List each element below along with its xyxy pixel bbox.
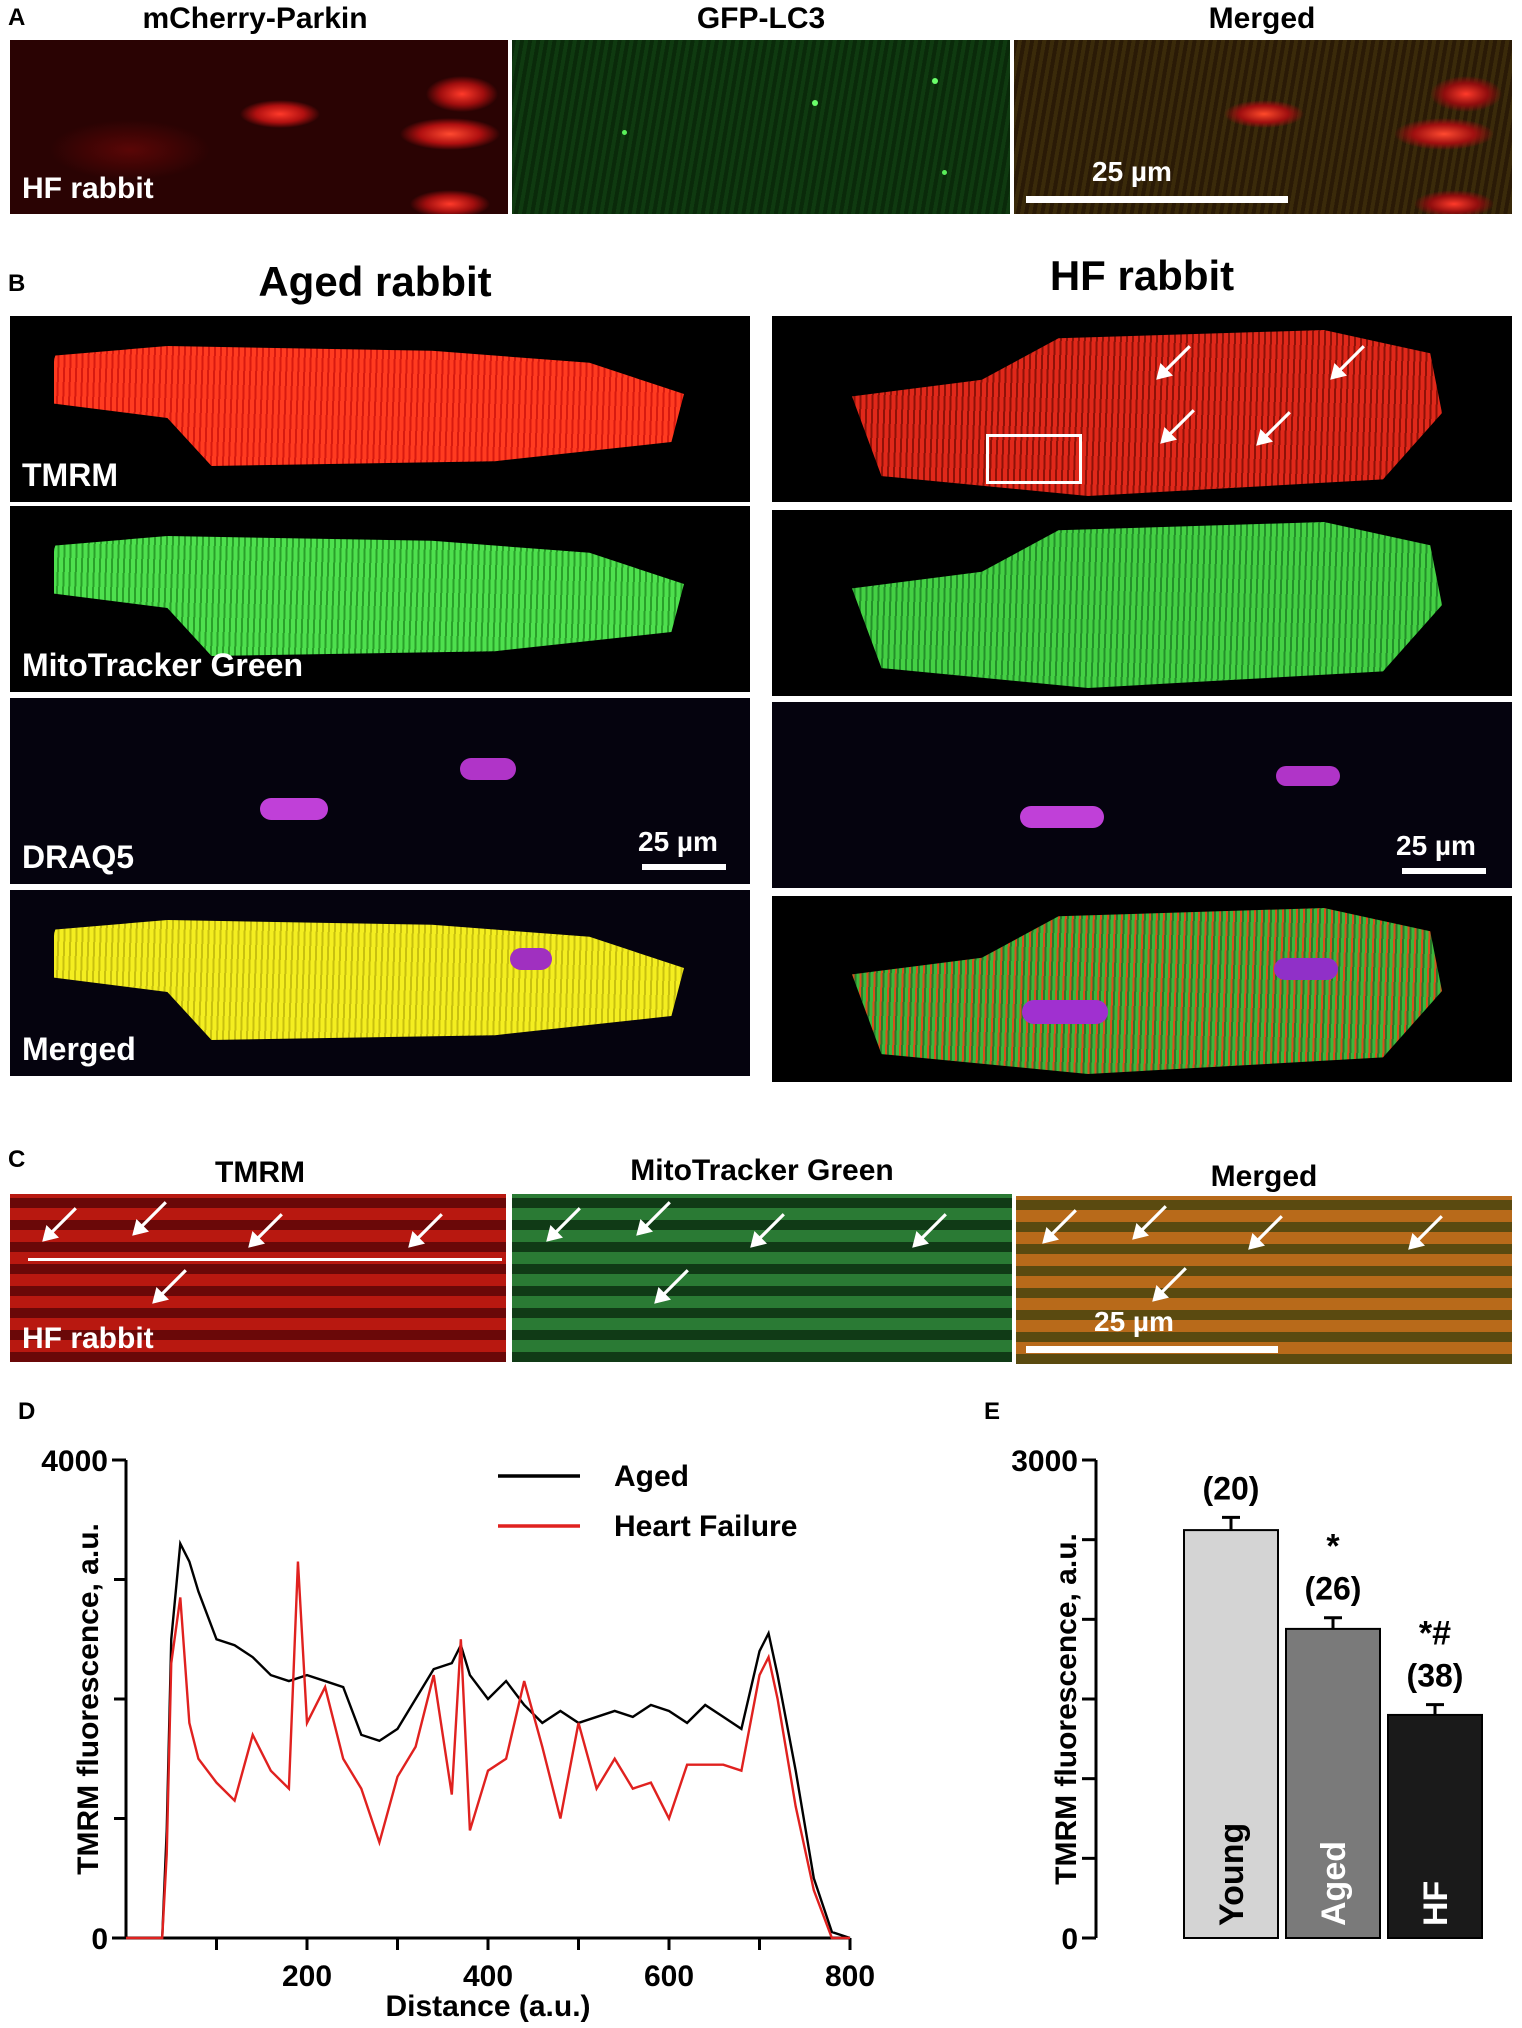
panel-a-title-merged: Merged xyxy=(1208,2,1316,35)
arrow-icon xyxy=(912,1213,947,1248)
aged-draq5-image: DRAQ5 25 µm xyxy=(10,698,750,884)
panel-c-merged-image: 25 µm xyxy=(1016,1196,1512,1364)
category-label: Aged xyxy=(1315,1841,1353,1926)
arrow-icon xyxy=(248,1213,283,1248)
panel-d-letter: D xyxy=(18,1398,36,1425)
aged-tmrm-image: TMRM xyxy=(10,316,750,502)
hf-tmrm-image xyxy=(772,316,1512,502)
panel-a-scale-bar xyxy=(1026,196,1288,203)
arrow-icon xyxy=(408,1213,443,1248)
n-label: (26) xyxy=(1305,1571,1362,1607)
x-tick-label: 400 xyxy=(463,1960,513,1993)
x-axis-label: Distance (a.u.) xyxy=(385,1990,590,2023)
arrow-icon xyxy=(1248,1215,1283,1250)
arrow-icon xyxy=(42,1207,77,1242)
bar-chart-tmrm: 0 3000 TMRM fluorescence, a.u. (20) Young (26… xyxy=(1011,1445,1483,1956)
aged-merged-image: Merged xyxy=(10,890,750,1076)
arrow-icon xyxy=(132,1201,167,1236)
panel-a-title-parkin: mCherry-Parkin xyxy=(142,2,368,35)
panel-c-title-mito: MitoTracker Green xyxy=(630,1154,894,1187)
panel-a-image-merged: 25 µm xyxy=(1014,40,1512,214)
x-tick-label: 600 xyxy=(644,1960,694,1993)
panel-b-aged-title: Aged rabbit xyxy=(258,258,492,305)
series-line-aged xyxy=(126,1539,851,1940)
y-axis-label: TMRM fluorescence, a.u. xyxy=(1050,1533,1083,1885)
arrow-icon xyxy=(1042,1209,1077,1244)
panel-c-title-tmrm: TMRM xyxy=(215,1156,305,1189)
hf-scale-label: 25 µm xyxy=(1396,830,1476,861)
line-chart-profile: 0 4000 200 400 600 800 Distance (a.u.) TMRM flu… xyxy=(41,1445,875,2023)
panel-c-scale-bar xyxy=(1026,1346,1278,1353)
aged-scale-bar xyxy=(642,864,726,870)
arrow-icon xyxy=(1132,1205,1167,1240)
y-tick-label: 0 xyxy=(91,1923,108,1956)
bar-young xyxy=(1183,1529,1279,1940)
hf-mitotracker-image xyxy=(772,510,1512,696)
profile-line xyxy=(28,1258,502,1261)
panel-a-title-lc3: GFP-LC3 xyxy=(696,2,826,35)
panel-b-letter: B xyxy=(8,270,26,297)
aged-mitotracker-image: MitoTracker Green xyxy=(10,506,750,692)
arrow-icon xyxy=(1256,411,1291,446)
panel-a-letter: A xyxy=(8,4,26,31)
arrow-icon xyxy=(1156,345,1191,380)
panel-c-letter: C xyxy=(8,1146,26,1173)
significance-label: * xyxy=(1326,1528,1340,1566)
arrow-icon xyxy=(546,1207,581,1242)
category-label: Young xyxy=(1213,1823,1251,1926)
panel-a-image-parkin: HF rabbit xyxy=(10,40,508,214)
panel-c-mito-image xyxy=(512,1194,1012,1362)
hf-draq5-image: 25 µm xyxy=(772,702,1512,888)
bar-hf xyxy=(1387,1713,1483,1939)
panel-a-hf-label: HF rabbit xyxy=(22,172,154,205)
panel-b-hf-title: HF rabbit xyxy=(1049,252,1235,299)
aged-scale-label: 25 µm xyxy=(638,826,718,857)
arrow-icon xyxy=(1408,1215,1443,1250)
aged-merged-label: Merged xyxy=(22,1031,136,1067)
aged-tmrm-label: TMRM xyxy=(22,457,118,493)
legend-label: Aged xyxy=(614,1460,689,1493)
significance-label: *# xyxy=(1419,1615,1451,1653)
arrow-icon xyxy=(1160,409,1195,444)
x-tick-label: 200 xyxy=(282,1960,332,1993)
panel-c-hf-label: HF rabbit xyxy=(22,1322,154,1355)
x-tick-label: 800 xyxy=(825,1960,875,1993)
y-axis-label: TMRM fluorescence, a.u. xyxy=(72,1523,105,1875)
series-line-heart-failure xyxy=(126,1561,850,1940)
arrow-icon xyxy=(1152,1267,1187,1302)
panel-c-tmrm-image: HF rabbit xyxy=(10,1194,506,1362)
panel-c-title-merged: Merged xyxy=(1210,1160,1318,1193)
aged-draq5-label: DRAQ5 xyxy=(22,839,135,875)
arrow-icon xyxy=(636,1201,671,1236)
n-label: (20) xyxy=(1203,1470,1260,1506)
roi-box xyxy=(986,434,1082,484)
legend-label: Heart Failure xyxy=(614,1510,797,1543)
hf-scale-bar xyxy=(1402,868,1486,874)
hf-merged-image xyxy=(772,896,1512,1082)
arrow-icon xyxy=(1330,345,1365,380)
bar-aged xyxy=(1285,1627,1381,1939)
y-tick-label: 3000 xyxy=(1011,1445,1078,1478)
panel-e-letter: E xyxy=(984,1398,1001,1425)
aged-mitotracker-label: MitoTracker Green xyxy=(22,647,303,683)
n-label: (38) xyxy=(1407,1658,1464,1694)
arrow-icon xyxy=(654,1269,689,1304)
y-tick-label: 4000 xyxy=(41,1445,108,1478)
panel-c-scale-label: 25 µm xyxy=(1094,1306,1174,1337)
panel-a-scale-label: 25 µm xyxy=(1092,156,1172,187)
panel-a-image-lc3 xyxy=(512,40,1010,214)
arrow-icon xyxy=(750,1213,785,1248)
category-label: HF xyxy=(1417,1881,1455,1926)
arrow-icon xyxy=(152,1269,187,1304)
y-tick-label: 0 xyxy=(1061,1923,1078,1956)
